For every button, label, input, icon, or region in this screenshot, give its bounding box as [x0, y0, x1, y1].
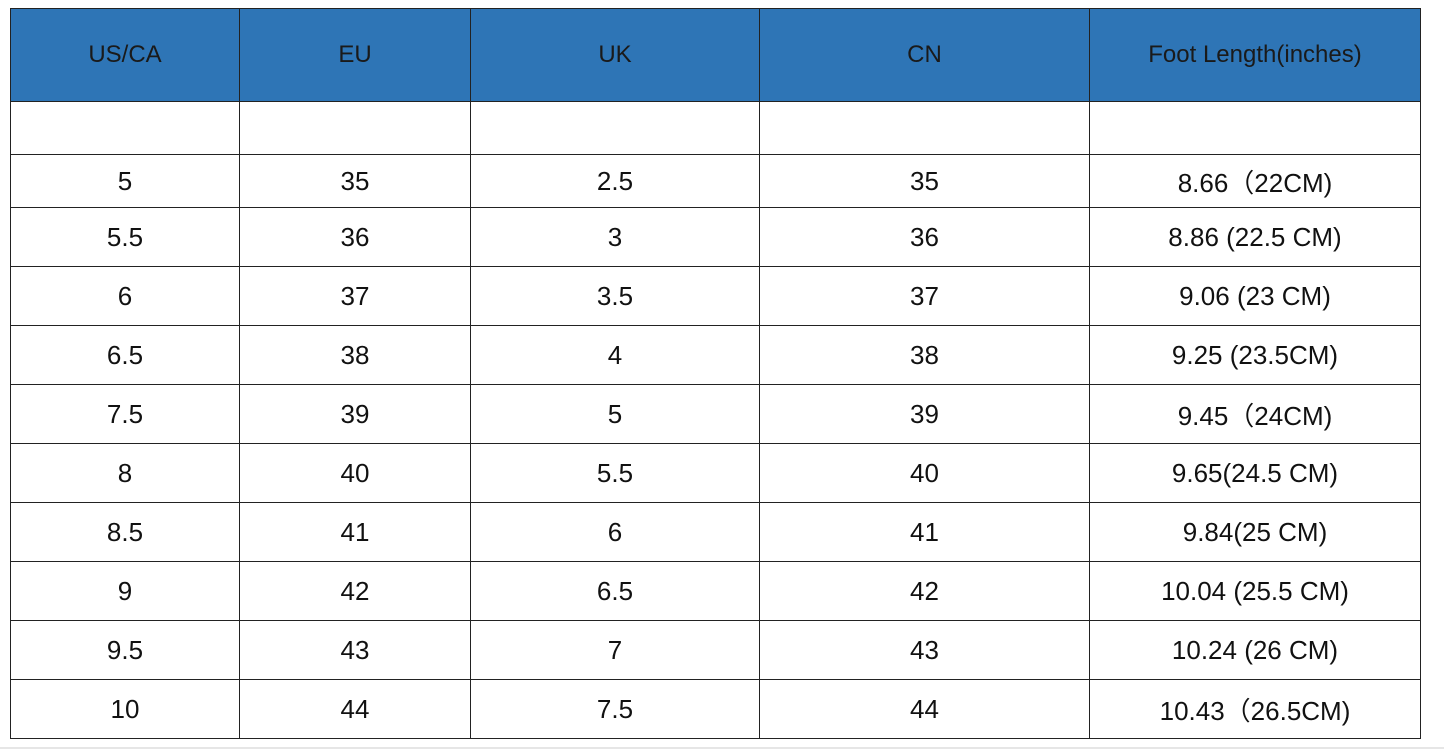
header-cell: CN [759, 8, 1090, 102]
table-cell: 10.43（26.5CM) [1089, 679, 1421, 739]
blank-cell [759, 101, 1090, 155]
table-cell: 36 [239, 207, 471, 267]
table-cell: 5 [10, 154, 240, 208]
table-cell: 7 [470, 620, 760, 680]
table-cell: 9.65(24.5 CM) [1089, 443, 1421, 503]
table-cell: 9.45（24CM) [1089, 384, 1421, 444]
table-cell: 4 [470, 325, 760, 385]
table-cell: 41 [759, 502, 1090, 562]
table-cell: 40 [239, 443, 471, 503]
blank-cell [1089, 101, 1421, 155]
table-row: 9 42 6.5 42 10.04 (25.5 CM) [10, 561, 1421, 621]
table-cell: 8.86 (22.5 CM) [1089, 207, 1421, 267]
blank-cell [239, 101, 471, 155]
table-cell: 43 [239, 620, 471, 680]
table-cell: 35 [239, 154, 471, 208]
table-cell: 36 [759, 207, 1090, 267]
table-cell: 5.5 [10, 207, 240, 267]
size-chart: US/CA EU UK CN Foot Length(inches) 5 35 2.5 35 8… [10, 8, 1421, 739]
size-table: US/CA EU UK CN Foot Length(inches) 5 35 2.5 35 8… [10, 8, 1421, 739]
header-row: US/CA EU UK CN Foot Length(inches) [10, 8, 1421, 102]
table-cell: 10.04 (25.5 CM) [1089, 561, 1421, 621]
table-cell: 2.5 [470, 154, 760, 208]
header-cell: Foot Length(inches) [1089, 8, 1421, 102]
table-cell: 8 [10, 443, 240, 503]
table-cell: 42 [239, 561, 471, 621]
table-cell: 44 [239, 679, 471, 739]
table-cell: 3 [470, 207, 760, 267]
header-cell: UK [470, 8, 760, 102]
table-cell: 5.5 [470, 443, 760, 503]
table-row: 6.5 38 4 38 9.25 (23.5CM) [10, 325, 1421, 385]
table-row: 5 35 2.5 35 8.66（22CM) [10, 154, 1421, 208]
table-cell: 40 [759, 443, 1090, 503]
table-cell: 8.66（22CM) [1089, 154, 1421, 208]
table-cell: 35 [759, 154, 1090, 208]
blank-row [10, 101, 1421, 155]
table-row: 8 40 5.5 40 9.65(24.5 CM) [10, 443, 1421, 503]
table-cell: 6 [10, 266, 240, 326]
table-cell: 37 [239, 266, 471, 326]
header-cell: EU [239, 8, 471, 102]
table-row: 7.5 39 5 39 9.45（24CM) [10, 384, 1421, 444]
table-cell: 41 [239, 502, 471, 562]
table-row: 10 44 7.5 44 10.43（26.5CM) [10, 679, 1421, 739]
table-cell: 6 [470, 502, 760, 562]
table-row: 9.5 43 7 43 10.24 (26 CM) [10, 620, 1421, 680]
table-cell: 38 [759, 325, 1090, 385]
table-cell: 9.25 (23.5CM) [1089, 325, 1421, 385]
table-cell: 10 [10, 679, 240, 739]
table-cell: 8.5 [10, 502, 240, 562]
table-cell: 42 [759, 561, 1090, 621]
table-cell: 7.5 [10, 384, 240, 444]
table-cell: 3.5 [470, 266, 760, 326]
table-row: 5.5 36 3 36 8.86 (22.5 CM) [10, 207, 1421, 267]
table-cell: 38 [239, 325, 471, 385]
table-cell: 9.5 [10, 620, 240, 680]
blank-cell [10, 101, 240, 155]
table-cell: 9.84(25 CM) [1089, 502, 1421, 562]
table-cell: 37 [759, 266, 1090, 326]
header-cell: US/CA [10, 8, 240, 102]
table-cell: 44 [759, 679, 1090, 739]
table-cell: 39 [239, 384, 471, 444]
table-cell: 5 [470, 384, 760, 444]
table-cell: 10.24 (26 CM) [1089, 620, 1421, 680]
table-cell: 9 [10, 561, 240, 621]
table-cell: 7.5 [470, 679, 760, 739]
table-cell: 39 [759, 384, 1090, 444]
divider [0, 747, 1444, 749]
table-row: 8.5 41 6 41 9.84(25 CM) [10, 502, 1421, 562]
table-row: 6 37 3.5 37 9.06 (23 CM) [10, 266, 1421, 326]
table-body: 5 35 2.5 35 8.66（22CM) 5.5 36 3 36 8.86 (22.5 CM)… [10, 101, 1421, 739]
table-cell: 6.5 [10, 325, 240, 385]
table-cell: 6.5 [470, 561, 760, 621]
table-cell: 9.06 (23 CM) [1089, 266, 1421, 326]
blank-cell [470, 101, 760, 155]
table-cell: 43 [759, 620, 1090, 680]
